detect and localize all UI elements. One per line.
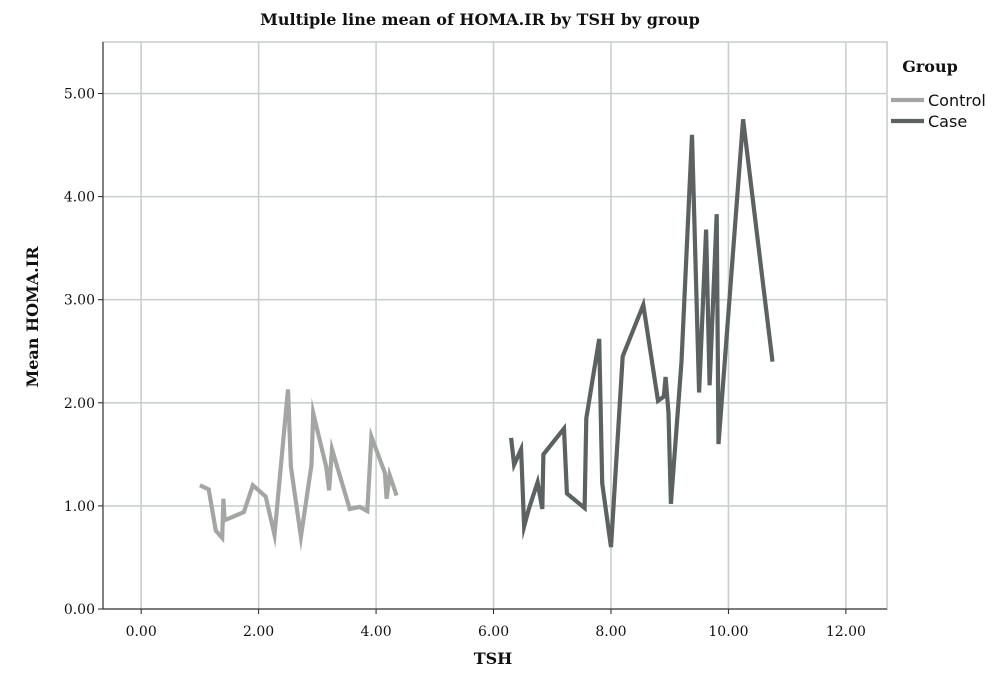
legend-item-case: Case — [891, 112, 967, 131]
legend-item-control: Control — [891, 91, 986, 110]
y-tick-label: 2.00 — [64, 396, 95, 412]
y-tick-label: 1.00 — [64, 499, 95, 515]
legend-title: Group — [902, 57, 958, 76]
tick-labels: 0.00 2.00 4.00 6.00 8.00 10.00 12.00 0.00 1.00 2.… — [64, 87, 866, 640]
legend-label-control: Control — [928, 91, 986, 110]
x-tick-label: 6.00 — [478, 624, 509, 640]
x-tick-label: 4.00 — [360, 624, 391, 640]
y-axis-label: Mean HOMA.IR — [23, 246, 42, 388]
chart-title: Multiple line mean of HOMA.IR by TSH by … — [260, 10, 700, 29]
y-tick-label: 0.00 — [64, 602, 95, 618]
series-line-case — [509, 119, 775, 548]
y-tick-label: 4.00 — [64, 190, 95, 206]
x-tick-label: 2.00 — [243, 624, 274, 640]
series-lines — [199, 119, 775, 552]
legend-label-case: Case — [928, 112, 967, 131]
y-tick-label: 5.00 — [64, 87, 95, 103]
x-tick-label: 12.00 — [826, 624, 866, 640]
x-axis-label: TSH — [474, 649, 513, 668]
legend: Group Control Case — [891, 57, 986, 131]
x-tick-label: 8.00 — [595, 624, 626, 640]
axes — [98, 42, 887, 614]
x-tick-label: 0.00 — [126, 624, 157, 640]
x-tick-label: 10.00 — [708, 624, 748, 640]
series-line-control — [199, 389, 399, 552]
y-tick-label: 3.00 — [64, 293, 95, 309]
